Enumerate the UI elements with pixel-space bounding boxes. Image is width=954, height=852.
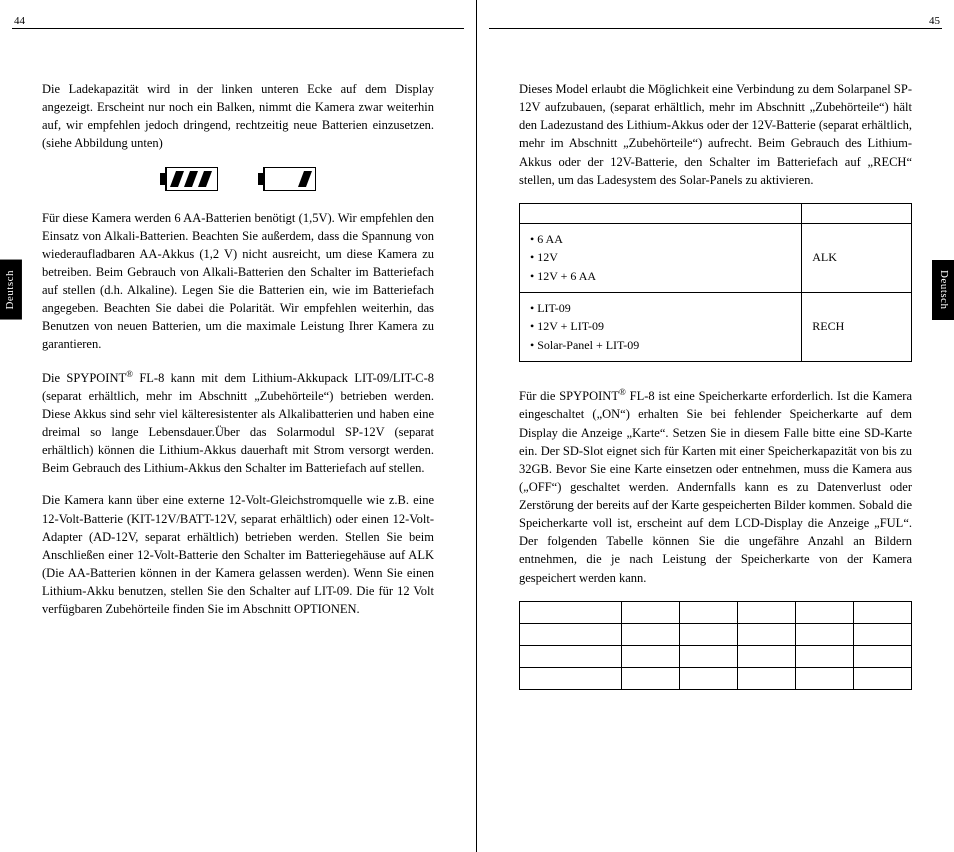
- registered-mark: ®: [126, 369, 133, 379]
- table-cell: [621, 667, 679, 689]
- list-item: • 12V + 6 AA: [530, 268, 791, 285]
- header-rule: [12, 28, 464, 29]
- registered-mark: ®: [619, 387, 626, 397]
- table-cell: [737, 645, 795, 667]
- para-solar: Dieses Model erlaubt die Möglichkeit ein…: [519, 80, 912, 189]
- language-tab-left: Deutsch: [0, 260, 22, 320]
- text: stellen (d.h. Alkaline). Legen Sie die B…: [42, 283, 434, 351]
- battery-icons-row: [42, 167, 434, 191]
- table-cell: [621, 623, 679, 645]
- table-row: • LIT-09 • 12V + LIT-09 • Solar-Panel + …: [520, 292, 912, 361]
- table-cell: [520, 667, 622, 689]
- page-right: 45 Deutsch Dieses Model erlaubt die Mögl…: [477, 0, 954, 852]
- table-cell: [737, 667, 795, 689]
- table-cell: [520, 601, 622, 623]
- table-cell: [520, 623, 622, 645]
- header-rule: [489, 28, 942, 29]
- language-tab-right: Deutsch: [932, 260, 954, 320]
- power-switch-table: • 6 AA • 12V • 12V + 6 AA ALK • LIT-09 •…: [519, 203, 912, 362]
- para-aa-batteries: Für diese Kamera werden 6 AA-Batterien b…: [42, 209, 434, 354]
- power-sources-cell: • 6 AA • 12V • 12V + 6 AA: [520, 223, 802, 292]
- table-header-cell: [520, 203, 802, 223]
- page-left: 44 Deutsch Die Ladekapazität wird in der…: [0, 0, 477, 852]
- table-cell: [737, 601, 795, 623]
- table-cell: [853, 623, 911, 645]
- table-cell: [679, 601, 737, 623]
- text: Für die SPYPOINT: [519, 389, 619, 403]
- power-sources-cell: • LIT-09 • 12V + LIT-09 • Solar-Panel + …: [520, 292, 802, 361]
- list-item: • LIT-09: [530, 300, 791, 317]
- text: FL-8 kann mit dem Lithium-Akkupack LIT-0…: [42, 371, 434, 476]
- storage-capacity-table: [519, 601, 912, 690]
- switch-pos-cell: ALK: [802, 223, 912, 292]
- table-row: [520, 645, 912, 667]
- table-cell: [795, 623, 853, 645]
- table-cell: [621, 645, 679, 667]
- table-cell: [795, 645, 853, 667]
- table-row: [520, 623, 912, 645]
- table-cell: [679, 623, 737, 645]
- list-item: • Solar-Panel + LIT-09: [530, 337, 791, 354]
- table-cell: [520, 645, 622, 667]
- table-row: • 6 AA • 12V • 12V + 6 AA ALK: [520, 223, 912, 292]
- text: stellen.: [389, 461, 425, 475]
- text: Die SPYPOINT: [42, 371, 126, 385]
- para-12v: Die Kamera kann über eine externe 12-Vol…: [42, 491, 434, 618]
- text: FL-8 ist eine Speicherkarte erforderlich…: [519, 389, 912, 584]
- table-cell: [795, 601, 853, 623]
- table-cell: [853, 601, 911, 623]
- battery-full-icon: [160, 167, 218, 191]
- table-cell: [737, 623, 795, 645]
- table-cell: [853, 645, 911, 667]
- table-cell: [679, 667, 737, 689]
- table-header-cell: [802, 203, 912, 223]
- table-cell: [853, 667, 911, 689]
- table-row: [520, 601, 912, 623]
- list-item: • 12V + LIT-09: [530, 318, 791, 335]
- para-capacity: Die Ladekapazität wird in der linken unt…: [42, 80, 434, 153]
- switch-pos-cell: RECH: [802, 292, 912, 361]
- table-cell: [795, 667, 853, 689]
- para-sdcard: Für die SPYPOINT® FL-8 ist eine Speicher…: [519, 386, 912, 587]
- list-item: • 12V: [530, 249, 791, 266]
- battery-low-icon: [258, 167, 316, 191]
- table-row: [520, 667, 912, 689]
- table-cell: [621, 601, 679, 623]
- para-lithium: Die SPYPOINT® FL-8 kann mit dem Lithium-…: [42, 368, 434, 478]
- table-cell: [679, 645, 737, 667]
- list-item: • 6 AA: [530, 231, 791, 248]
